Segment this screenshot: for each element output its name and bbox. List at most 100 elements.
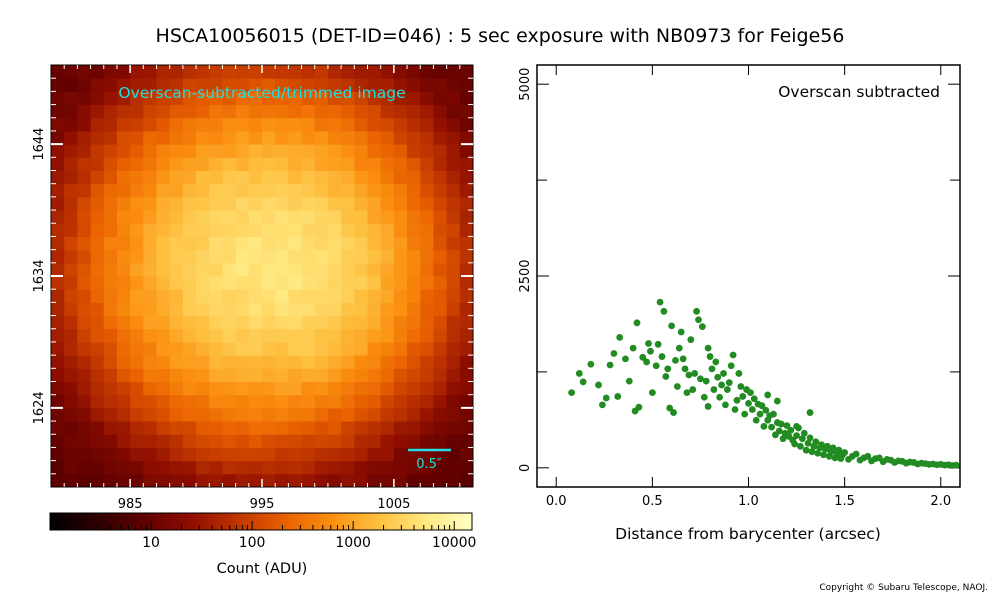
- heatmap-cell: [341, 144, 355, 158]
- heatmap-cell: [130, 183, 144, 198]
- scatter-point: [664, 365, 672, 373]
- scatter-point: [643, 358, 650, 366]
- heatmap-cell: [103, 289, 118, 303]
- heatmap-cell: [222, 210, 237, 224]
- heatmap-cell: [77, 236, 92, 251]
- heatmap-cell: [169, 434, 184, 448]
- scatter-point: [704, 344, 712, 352]
- heatmap-cell: [275, 276, 289, 290]
- heatmap-cell: [90, 65, 105, 79]
- heatmap-cell: [327, 434, 342, 448]
- heatmap-cell: [314, 78, 329, 92]
- heatmap-cell: [248, 262, 263, 277]
- heatmap-cell: [196, 144, 210, 158]
- heatmap-cell: [209, 65, 223, 79]
- heatmap-cell: [459, 183, 474, 198]
- heatmap-cell: [235, 421, 250, 435]
- heatmap-cell: [103, 65, 118, 79]
- heatmap-cell: [275, 157, 289, 171]
- heatmap-cell: [64, 434, 78, 448]
- heatmap-cell: [169, 78, 184, 92]
- heatmap-cell: [327, 394, 342, 409]
- heatmap-cell: [314, 447, 329, 462]
- heatmap-cell: [367, 447, 382, 462]
- heatmap-cell: [354, 117, 368, 132]
- heatmap-cell: [116, 421, 131, 435]
- heatmap-cell: [51, 144, 65, 158]
- heatmap-cell: [116, 117, 131, 132]
- heatmap-cell: [156, 341, 171, 356]
- heatmap-cell: [393, 196, 408, 211]
- heatmap-cell: [209, 117, 223, 132]
- heatmap-cell: [130, 236, 144, 251]
- heatmap-cell: [367, 183, 382, 198]
- heatmap-cell: [222, 262, 237, 277]
- heatmap-cell: [103, 223, 118, 237]
- heatmap-cell: [182, 65, 197, 79]
- heatmap-cells: [51, 65, 474, 488]
- scatter-point: [768, 423, 775, 431]
- heatmap-cell: [169, 407, 184, 422]
- heatmap-cell: [420, 249, 434, 264]
- heatmap-cell: [103, 262, 118, 277]
- heatmap-cell: [288, 104, 303, 119]
- heatmap-cell: [116, 78, 131, 92]
- heatmap-cell: [314, 434, 329, 448]
- heatmap-cell: [196, 341, 210, 356]
- scatter-point: [673, 383, 681, 390]
- scatter-point: [677, 328, 685, 336]
- heatmap-cell: [116, 170, 131, 185]
- heatmap-cell: [103, 183, 118, 198]
- heatmap-cell: [235, 447, 250, 462]
- heatmap-cell: [143, 421, 157, 435]
- heatmap-cell: [248, 315, 263, 330]
- scatter-point: [579, 378, 587, 386]
- heatmap-cell: [90, 460, 105, 475]
- heatmap-cell: [103, 249, 118, 264]
- heatmap-cell: [288, 117, 303, 132]
- heatmap-cell: [77, 341, 92, 356]
- heatmap-cell: [90, 341, 105, 356]
- heatmap-cell: [116, 104, 131, 119]
- heatmap-cell: [235, 117, 250, 132]
- heatmap-cell: [235, 130, 250, 145]
- heatmap-cell: [196, 328, 210, 343]
- heatmap-cell: [90, 130, 105, 145]
- heatmap-cell: [116, 315, 131, 330]
- heatmap-cell: [341, 407, 355, 422]
- heatmap-cell: [156, 394, 171, 409]
- heatmap-cell: [354, 302, 368, 317]
- heatmap-cell: [367, 289, 382, 303]
- heatmap-cell: [143, 276, 157, 290]
- heatmap-cell: [275, 289, 289, 303]
- heatmap-cell: [169, 328, 184, 343]
- heatmap-cell: [459, 104, 474, 119]
- heatmap-cell: [196, 381, 210, 396]
- heatmap-cell: [301, 65, 316, 79]
- heatmap-cell: [209, 104, 223, 119]
- heatmap-cell: [248, 104, 263, 119]
- heatmap-cell: [51, 210, 65, 224]
- heatmap-cell: [393, 130, 408, 145]
- heatmap-cell: [130, 157, 144, 171]
- heatmap-cell: [327, 170, 342, 185]
- heatmap-cell: [90, 421, 105, 435]
- heatmap-cell: [275, 394, 289, 409]
- heatmap-cell: [182, 421, 197, 435]
- heatmap-cell: [116, 473, 131, 488]
- heatmap-cell: [407, 104, 421, 119]
- heatmap-cell: [420, 381, 434, 396]
- heatmap-cell: [77, 78, 92, 92]
- heatmap-cell: [446, 236, 461, 251]
- heatmap-cell: [77, 91, 92, 106]
- heatmap-cell: [248, 302, 263, 317]
- heatmap-cell: [182, 315, 197, 330]
- heatmap-cell: [209, 170, 223, 185]
- heatmap-cell: [143, 78, 157, 92]
- heatmap-cell: [130, 223, 144, 237]
- heatmap-cell: [420, 460, 434, 475]
- heatmap-cell: [262, 421, 276, 435]
- heatmap-cell: [77, 421, 92, 435]
- heatmap-cell: [301, 394, 316, 409]
